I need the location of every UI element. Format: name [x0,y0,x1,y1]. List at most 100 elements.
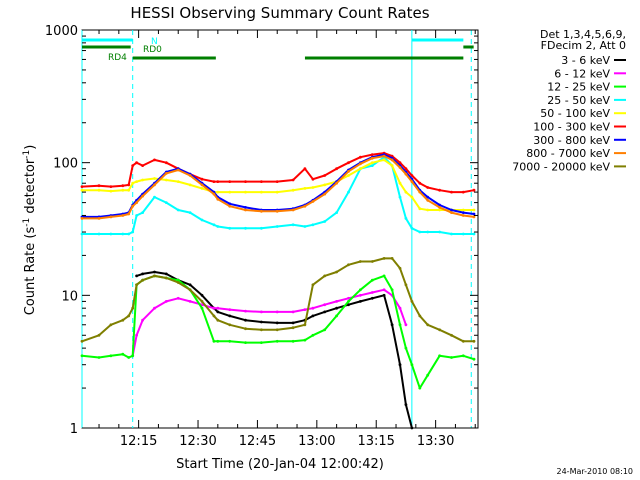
data-point-3-29 [398,195,402,199]
data-point-2-15 [228,339,232,343]
data-point-4-21 [311,186,315,189]
y-tick-label-2: 100 [53,157,78,172]
data-point-7-18 [275,209,279,213]
data-point-4-24 [347,174,350,177]
data-point-8-25 [359,260,362,263]
data-point-4-3 [121,188,125,192]
data-point-4-31 [410,195,414,199]
data-point-7-16 [244,208,247,212]
data-point-6-35 [450,208,453,212]
data-point-0-9 [164,272,168,276]
data-point-0-15 [228,314,232,318]
data-point-4-19 [291,188,295,192]
data-point-2-36 [461,354,465,358]
data-point-4-12 [200,187,204,190]
series-layer [80,151,476,430]
y-tick-label-3: 1000 [45,24,78,39]
data-point-0-24 [347,303,350,307]
data-point-1-24 [347,296,350,300]
data-point-2-26 [370,278,374,282]
data-point-7-10 [176,168,180,172]
data-point-5-29 [398,161,402,165]
data-point-8-33 [426,323,430,327]
data-point-7-31 [410,180,414,184]
data-point-0-7 [141,272,145,276]
x-tick-label-0: 12:15 [120,434,157,449]
data-point-3-24 [347,190,350,194]
data-point-4-0 [80,188,84,192]
data-point-6-36 [461,211,465,215]
data-point-3-11 [188,211,192,215]
data-point-7-0 [80,217,84,220]
data-point-5-1 [97,184,101,188]
data-point-0-28 [390,323,394,327]
data-point-8-20 [303,323,307,327]
legend-label-4: 50 - 100 keV [540,107,610,120]
data-point-0-17 [260,320,263,324]
series-7 [80,154,476,220]
data-point-2-2 [109,354,113,358]
data-point-5-3 [121,184,125,188]
data-point-7-1 [97,217,101,220]
data-point-3-5 [131,230,135,234]
data-point-1-13 [212,306,216,310]
data-point-8-12 [200,300,204,303]
data-point-3-21 [311,223,315,227]
data-point-8-30 [404,283,408,287]
flag-label-n: N [151,37,158,47]
data-point-3-30 [404,217,408,220]
data-point-7-8 [153,183,156,187]
data-point-3-15 [228,226,232,230]
data-point-2-33 [426,373,430,377]
data-point-7-30 [404,172,408,176]
data-point-8-5 [131,306,135,310]
x-tick-label-5: 13:30 [417,434,454,449]
data-point-8-14 [216,318,220,322]
series-2 [80,274,476,390]
legend-label-6: 300 - 800 keV [533,134,610,147]
data-point-1-23 [335,300,338,303]
data-point-3-6 [135,214,139,217]
data-point-0-30 [404,403,408,406]
data-point-8-3 [121,318,125,322]
legend-header-1: FDecim 2, Att 0 [541,39,626,52]
data-point-5-17 [260,180,263,184]
data-point-8-18 [275,328,279,332]
footer-timestamp: 24-Mar-2010 08:10 [557,467,634,476]
data-point-2-19 [291,339,295,343]
data-point-8-23 [335,270,338,274]
data-point-3-34 [438,230,441,234]
data-point-4-28 [390,164,394,168]
data-point-7-29 [398,166,402,169]
data-point-5-26 [370,153,374,157]
data-point-2-1 [97,356,101,359]
data-point-8-27 [382,257,386,260]
data-point-2-10 [176,278,180,282]
x-tick-label-1: 12:30 [179,434,216,449]
data-point-8-26 [370,260,374,263]
data-point-8-15 [228,323,232,327]
data-point-3-16 [244,226,247,230]
data-point-2-34 [438,354,441,358]
data-point-7-3 [121,214,125,217]
data-point-5-13 [212,180,216,184]
data-point-5-18 [275,180,279,184]
data-point-2-0 [80,354,84,358]
data-point-8-6 [135,283,139,287]
data-point-5-24 [347,161,350,165]
data-point-6-34 [438,203,441,207]
data-point-3-2 [109,232,113,236]
data-point-1-16 [244,309,247,313]
data-point-1-14 [216,306,220,310]
data-point-3-1 [97,232,101,236]
data-point-2-17 [260,341,263,344]
data-point-3-20 [303,225,307,228]
series-line-6-0 [82,153,475,218]
data-point-1-30 [404,323,408,327]
data-point-1-25 [359,293,362,297]
data-point-1-29 [398,306,402,310]
data-point-4-4 [127,188,131,192]
data-point-7-19 [291,208,295,212]
data-point-7-32 [418,190,422,194]
data-point-7-2 [109,215,113,219]
